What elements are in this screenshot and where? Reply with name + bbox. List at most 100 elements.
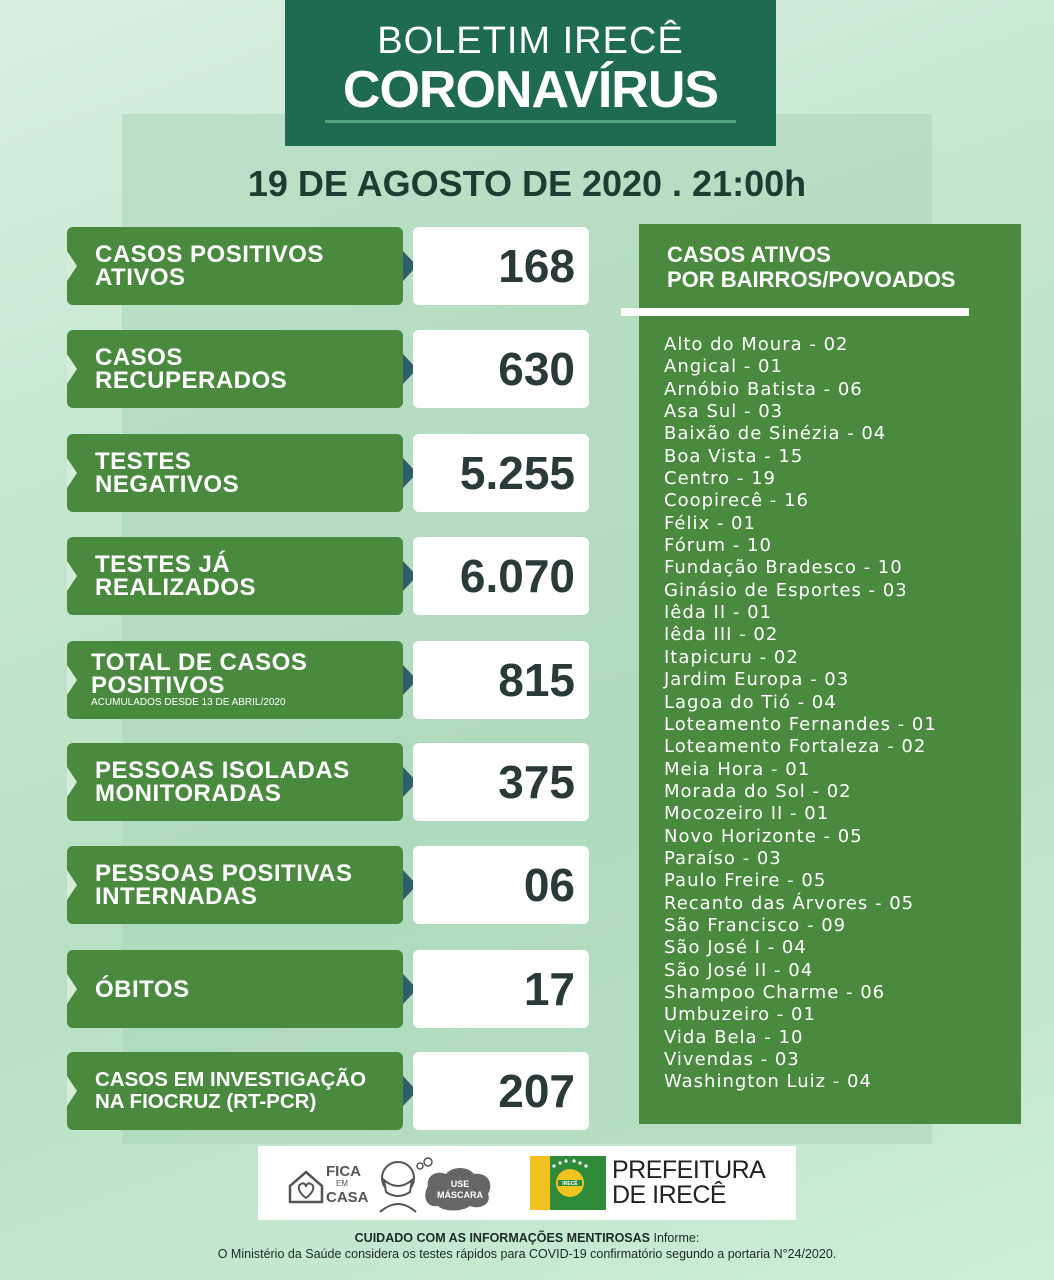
neighborhood-item: Itapicuru - 02 (664, 646, 799, 668)
neighborhood-item: Asa Sul - 03 (664, 401, 784, 423)
stat-label: POSITIVOS (91, 672, 225, 699)
stat-value: 6.070 (459, 550, 575, 602)
neighborhood-item: Boa Vista - 15 (664, 445, 804, 467)
header-banner: BOLETIM IRECÊ CORONAVÍRUS (285, 0, 776, 146)
stat-label: INTERNADAS (95, 883, 258, 910)
stat-value-box: 375 (413, 743, 589, 821)
stat-label-box: TESTES JÁ REALIZADOS (67, 537, 403, 615)
stat-label-box: TOTAL DE CASOS POSITIVOS ACUMULADOS DESD… (67, 641, 403, 719)
em-text: EM (336, 1179, 348, 1188)
neighborhood-item: Mocozeiro II - 01 (664, 803, 830, 825)
neighborhood-item: São Francisco - 09 (664, 914, 847, 936)
neighborhood-item: Félix - 01 (664, 512, 756, 534)
stat-label: MONITORADAS (95, 780, 282, 807)
stat-note: ACUMULADOS DESDE 13 DE ABRIL/2020 (91, 697, 286, 708)
stat-label: TESTES JÁ (95, 551, 231, 578)
stat-label: CASOS EM INVESTIGAÇÃO (95, 1068, 367, 1091)
stat-label: CASOS POSITIVOS (95, 241, 324, 268)
neighborhood-item: Iêda III - 02 (664, 624, 779, 646)
neighborhood-item: Recanto das Árvores - 05 (664, 892, 915, 914)
neighborhood-item: Lagoa do Tió - 04 (664, 691, 837, 713)
neighborhood-item: Arnóbio Batista - 06 (664, 378, 863, 400)
bulletin-date: 19 DE AGOSTO DE 2020 . 21:00h (247, 163, 807, 204)
neighborhood-item: Loteamento Fortaleza - 02 (664, 736, 927, 758)
header-title: CORONAVÍRUS (342, 61, 719, 119)
title-underline (621, 308, 969, 316)
svg-text:USE: USE (451, 1179, 470, 1189)
stat-value: 630 (498, 343, 575, 395)
stat-active-cases: CASOS POSITIVOS ATIVOS 168 (67, 227, 589, 305)
stay-home-logo: FICA EM CASA (288, 1163, 368, 1206)
neighborhood-item: São José II - 04 (664, 959, 814, 981)
neighborhood-item: Coopirecê - 16 (664, 490, 809, 512)
neighborhood-item: Shampoo Charme - 06 (664, 981, 886, 1003)
neighborhood-item: Vivendas - 03 (664, 1049, 800, 1070)
header-subtitle: BOLETIM IRECÊ (377, 20, 684, 62)
stat-label-box: TESTES NEGATIVOS (67, 434, 403, 512)
stat-total-positive: TOTAL DE CASOS POSITIVOS ACUMULADOS DESD… (67, 641, 589, 719)
neighborhood-item: Fórum - 10 (664, 535, 772, 557)
use-mask-logo: USE MÁSCARA (379, 1157, 491, 1213)
stat-value-box: 630 (413, 330, 589, 408)
neighborhood-item: São José I - 04 (664, 937, 807, 959)
neighborhood-item: Baixão de Sinézia - 04 (664, 423, 887, 445)
stat-value-box: 168 (413, 227, 589, 305)
heart-icon (297, 1182, 315, 1200)
stat-label: REALIZADOS (95, 574, 256, 601)
stat-tests-done: TESTES JÁ REALIZADOS 6.070 (67, 537, 589, 615)
stat-label: ÓBITOS (95, 975, 190, 1003)
cloud-icon (425, 1168, 491, 1211)
stat-value: 168 (498, 240, 575, 292)
svg-text:IRECÊ: IRECÊ (562, 1179, 578, 1187)
stat-value: 5.255 (459, 447, 575, 499)
stat-label-box: CASOS POSITIVOS ATIVOS (67, 227, 403, 305)
neighborhood-item: Centro - 19 (664, 468, 776, 490)
casa-text: CASA (326, 1189, 368, 1206)
neighborhood-title: CASOS ATIVOS POR BAIRROS/POVOADOS (667, 242, 956, 292)
logo-strip: FICA EM CASA USE MÁSCARA IRECÊ PREFEITUR… (258, 1146, 796, 1220)
neighborhood-item: Fundação Bradesco - 10 (664, 557, 903, 579)
stat-value: 06 (523, 859, 575, 911)
mask-icon (382, 1177, 414, 1197)
neighborhood-panel: CASOS ATIVOS POR BAIRROS/POVOADOS Alto d… (621, 224, 1021, 1124)
stat-hospitalized: PESSOAS POSITIVAS INTERNADAS 06 (67, 846, 589, 924)
neighborhood-item: Angical - 01 (664, 356, 783, 378)
stat-value-box: 815 (413, 641, 589, 719)
stat-recovered: CASOS RECUPERADOS 630 (67, 330, 589, 408)
stat-label-box: PESSOAS ISOLADAS MONITORADAS (67, 743, 403, 821)
neighborhood-item: Novo Horizonte - 05 (664, 825, 863, 847)
neighborhood-item: Morada do Sol - 02 (664, 780, 852, 802)
neighborhood-item: Alto do Moura - 02 (664, 334, 849, 355)
stat-label-box: CASOS EM INVESTIGAÇÃO NA FIOCRUZ (RT-PCR… (67, 1052, 403, 1130)
stat-label: ATIVOS (95, 264, 186, 291)
neighborhood-item: Vida Bela - 10 (664, 1026, 804, 1048)
prefeitura-logo-text: PREFEITURA DE IRECÊ (612, 1156, 766, 1209)
stat-value-box: 06 (413, 846, 589, 924)
stat-value: 815 (498, 654, 575, 706)
stat-value: 17 (523, 963, 575, 1015)
neighborhood-item: Loteamento Fernandes - 01 (664, 713, 937, 735)
stat-label: RECUPERADOS (95, 367, 288, 394)
stat-label: PESSOAS ISOLADAS (95, 757, 350, 784)
footer-note: CUIDADO COM AS INFORMAÇÕES MENTIROSAS In… (217, 1231, 837, 1261)
svg-text:MÁSCARA: MÁSCARA (437, 1190, 483, 1200)
neighborhood-item: Meia Hora - 01 (664, 758, 811, 780)
stat-investigation: CASOS EM INVESTIGAÇÃO NA FIOCRUZ (RT-PCR… (67, 1052, 589, 1130)
stat-label-box: ÓBITOS (67, 950, 403, 1028)
header-divider (325, 120, 736, 123)
neighborhood-item: Paulo Freire - 05 (664, 870, 827, 892)
stat-label: PESSOAS POSITIVAS (95, 860, 353, 887)
stat-label: NEGATIVOS (95, 471, 240, 498)
neighborhood-item: Umbuzeiro - 01 (664, 1004, 816, 1026)
stat-value-box: 5.255 (413, 434, 589, 512)
stat-negative-tests: TESTES NEGATIVOS 5.255 (67, 434, 589, 512)
stat-value: 207 (498, 1065, 575, 1117)
stat-label-box: CASOS RECUPERADOS (67, 330, 403, 408)
stat-value: 375 (498, 756, 575, 808)
fica-text: FICA (326, 1163, 361, 1180)
house-icon (288, 1170, 324, 1204)
stat-deaths: ÓBITOS 17 (67, 950, 589, 1028)
stat-label-box: PESSOAS POSITIVAS INTERNADAS (67, 846, 403, 924)
stat-label: TESTES (95, 448, 192, 475)
stat-value-box: 207 (413, 1052, 589, 1130)
